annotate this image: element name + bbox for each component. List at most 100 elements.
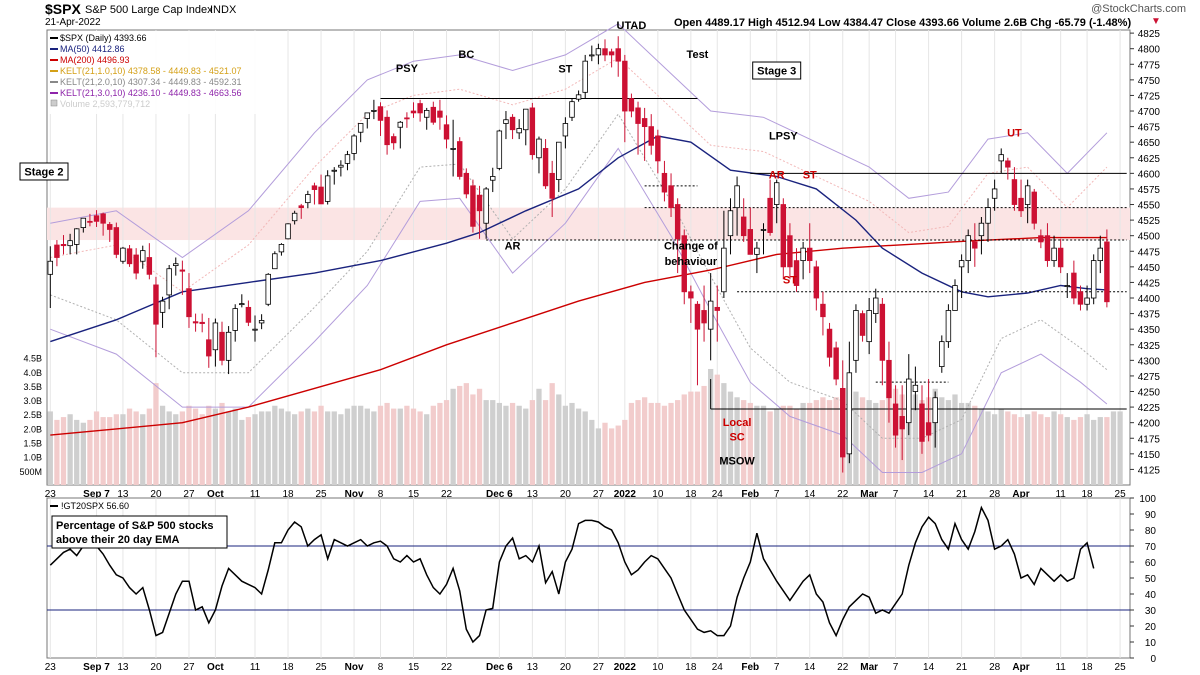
price-axis-label: 4475	[1138, 247, 1161, 258]
volume-bar	[602, 422, 608, 485]
volume-bar	[1051, 411, 1057, 485]
candle-body	[1084, 297, 1090, 305]
volume-bar	[338, 414, 344, 485]
candle-body	[272, 253, 278, 270]
candle-body	[1090, 260, 1097, 299]
candle-body	[846, 372, 853, 455]
volume-axis-label: 2.5B	[23, 410, 42, 420]
candle-body	[1104, 241, 1110, 303]
date-axis-label: 20	[560, 489, 572, 500]
candle-body	[305, 194, 311, 204]
volume-bar	[793, 408, 800, 485]
candle-body	[324, 175, 331, 202]
date-axis-label: 14	[923, 489, 935, 500]
volume-bar	[503, 405, 509, 485]
volume-bar	[258, 411, 265, 485]
candle-body	[965, 235, 971, 262]
candle-body	[952, 285, 958, 311]
volume-bar	[74, 419, 80, 485]
candle-body	[199, 321, 205, 324]
candle-body	[206, 339, 212, 357]
quote-readout: Open 4489.17 High 4512.94 Low 4384.47 Cl…	[674, 17, 1132, 29]
chart-header: $SPX S&P 500 Large Cap Index INDX 21-Apr…	[0, 0, 1200, 30]
volume-bar	[681, 394, 687, 485]
volume-bar	[364, 408, 370, 485]
candle-body	[80, 217, 87, 228]
indicator-date-label: 25	[1115, 662, 1127, 673]
candle-body	[318, 186, 324, 205]
volume-bar	[635, 400, 641, 485]
volume-bar	[978, 408, 985, 485]
candle-body	[556, 141, 562, 180]
wyckoff-annotation: SC	[729, 432, 744, 444]
candle-body	[60, 244, 67, 247]
candle-body	[807, 247, 813, 262]
candle-body	[1031, 191, 1037, 224]
legend-entry: KELT(21,3.0,10) 4236.10 - 4449.83 - 4663…	[60, 88, 241, 98]
candle-body	[159, 300, 166, 313]
price-axis-label: 4375	[1138, 310, 1161, 321]
candle-body	[866, 310, 872, 343]
volume-bar	[661, 405, 668, 485]
volume-bar	[582, 411, 588, 485]
candle-body	[939, 341, 945, 367]
volume-axis-label: 1.0B	[23, 453, 42, 463]
indicator-date-label: 10	[652, 662, 664, 673]
volume-bar	[972, 405, 978, 485]
candle-body	[635, 107, 641, 124]
indicator-axis-label: 100	[1139, 494, 1156, 505]
price-axis-label: 4200	[1138, 419, 1161, 430]
volume-bar	[1091, 419, 1097, 485]
volume-bar	[351, 405, 357, 485]
date-axis-label: Mar	[860, 489, 878, 500]
volume-bar	[1071, 419, 1077, 485]
candle-body	[714, 306, 720, 311]
candle-body	[67, 240, 73, 247]
wyckoff-annotation: LPSY	[769, 131, 798, 143]
date-axis-label: 18	[1082, 489, 1094, 500]
ma50-line	[50, 135, 1107, 343]
volume-bar	[358, 405, 364, 485]
indicator-date-label: 18	[685, 662, 697, 673]
date-axis-label: 11	[250, 489, 261, 500]
volume-bar	[391, 408, 397, 485]
indicator-axis-label: 20	[1145, 622, 1157, 633]
indicator-date-label: 8	[378, 662, 384, 673]
price-axis-label: 4275	[1138, 372, 1161, 383]
candle-body	[1005, 160, 1011, 168]
price-axis-label: 4550	[1138, 201, 1161, 212]
candle-body	[648, 126, 654, 146]
volume-bar	[298, 411, 304, 485]
price-axis-label: 4600	[1138, 169, 1161, 180]
indicator-date-label: 15	[408, 662, 420, 673]
volume-bar	[225, 411, 232, 485]
volume-bar	[991, 414, 998, 485]
indicator-date-label: 23	[45, 662, 57, 673]
volume-bar	[344, 408, 351, 485]
date-axis-label: 7	[774, 489, 780, 500]
candle-body	[536, 138, 542, 159]
volume-bar	[589, 419, 595, 485]
candle-body	[437, 110, 443, 118]
volume-bar	[1077, 417, 1084, 485]
candle-body	[820, 303, 826, 318]
candle-body	[906, 378, 912, 424]
price-axis-label: 4575	[1138, 185, 1161, 196]
volume-bar	[641, 397, 648, 485]
indicator-title-box	[51, 515, 228, 549]
volume-bar	[199, 414, 205, 485]
volume-bar	[945, 400, 952, 485]
indicator-date-label: 27	[183, 662, 195, 673]
keltner-lower-band	[50, 147, 1108, 473]
candle-body	[476, 194, 483, 212]
price-panel: 4125 4150 4175 4200 4225 4250 4275 4300 4325 4350…	[19, 20, 1160, 500]
candle-body	[833, 347, 839, 380]
volume-bar	[331, 411, 337, 485]
volume-bar	[311, 411, 318, 485]
indicator-date-label: 14	[923, 662, 935, 673]
date-axis-label: Dec 6	[486, 489, 513, 500]
candle-body	[562, 123, 569, 137]
volume-bar	[866, 400, 872, 485]
volume-bar	[694, 391, 701, 485]
price-axis-label: 4625	[1138, 154, 1161, 165]
